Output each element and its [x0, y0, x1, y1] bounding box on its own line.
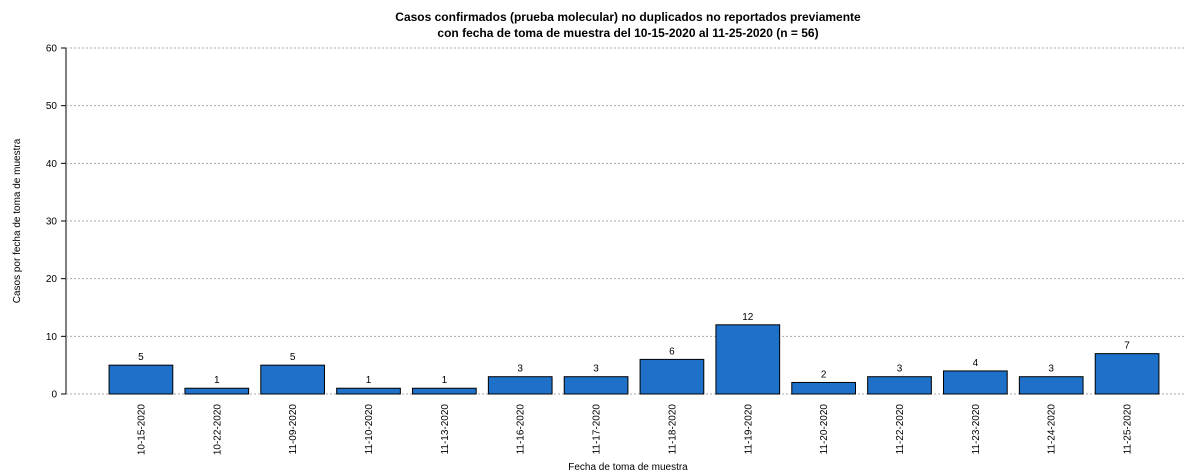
bar: [791, 381, 857, 395]
bar: [184, 387, 250, 395]
data-label: 12: [742, 312, 754, 323]
bar: [715, 324, 781, 395]
bar: [639, 358, 705, 395]
bar: [942, 370, 1008, 395]
data-label: 5: [290, 352, 296, 363]
bar: [867, 376, 932, 395]
x-tick-label: 11-23-2020: [971, 404, 982, 455]
bar: [1094, 353, 1160, 395]
y-tick-label: 60: [46, 44, 58, 55]
y-tick-label: 50: [46, 101, 58, 112]
x-tick-label: 11-19-2020: [743, 404, 754, 455]
x-tick-label: 11-25-2020: [1123, 404, 1134, 455]
x-axis-label: Fecha de toma de muestra: [568, 462, 688, 473]
chart-title: Casos confirmados (prueba molecular) no …: [395, 10, 861, 24]
x-tick-label: 11-16-2020: [516, 404, 527, 455]
bar: [108, 364, 174, 395]
y-axis-label: Casos por fecha de toma de muestra: [12, 138, 23, 303]
data-label: 1: [442, 375, 448, 386]
x-tick-label: 11-22-2020: [895, 404, 906, 455]
y-tick-label: 10: [46, 332, 58, 343]
bar: [260, 364, 326, 395]
data-label: 3: [897, 364, 903, 375]
y-tick-label: 30: [46, 217, 58, 228]
data-label: 3: [1048, 364, 1054, 375]
bar: [411, 387, 477, 395]
x-tick-label: 10-15-2020: [136, 404, 147, 456]
data-label: 6: [669, 346, 675, 357]
y-tick-label: 0: [51, 390, 57, 401]
y-tick-label: 20: [46, 274, 58, 285]
x-tick-label: 10-22-2020: [212, 404, 223, 456]
data-label: 2: [821, 369, 827, 380]
x-tick-label: 11-13-2020: [440, 404, 451, 455]
data-label: 1: [366, 375, 372, 386]
bar: [1018, 376, 1084, 395]
x-tick-label: 11-24-2020: [1047, 404, 1058, 455]
x-tick-label: 11-10-2020: [364, 404, 375, 455]
x-tick-label: 11-17-2020: [592, 404, 603, 455]
chart-title: con fecha de toma de muestra del 10-15-2…: [437, 26, 818, 40]
data-label: 7: [1124, 341, 1130, 352]
y-tick-label: 40: [46, 159, 58, 170]
data-label: 1: [214, 375, 220, 386]
x-tick-label: 11-09-2020: [288, 404, 299, 455]
bar: [336, 387, 401, 395]
bar: [487, 376, 553, 395]
data-label: 5: [138, 352, 144, 363]
data-label: 3: [517, 364, 523, 375]
x-tick-label: 11-18-2020: [667, 404, 678, 455]
x-tick-label: 11-20-2020: [819, 404, 830, 455]
data-label: 3: [593, 364, 599, 375]
bar: [563, 376, 629, 395]
data-label: 4: [973, 358, 979, 369]
